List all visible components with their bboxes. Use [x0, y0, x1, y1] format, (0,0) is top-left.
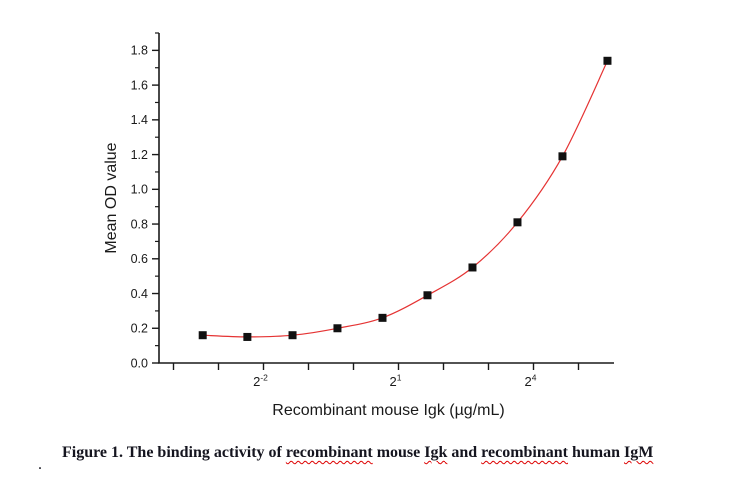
y-tick-label: 0.8: [131, 217, 148, 231]
caption-segment-misspelled: recombinant: [285, 444, 373, 461]
data-point-square: [198, 331, 207, 340]
x-tick-label: 24: [525, 373, 537, 390]
elisa-binding-curve-chart: 0.0 0.2 0.4 0.6 0.8 1.0 1.2 1.4 1.6 1.8 2-2 21 24 Rec…: [103, 32, 614, 419]
y-tick-label: 1.8: [131, 44, 148, 58]
y-tick-label: 1.2: [131, 148, 148, 162]
y-tick-label: 0.0: [131, 356, 148, 370]
data-point-square: [558, 152, 567, 161]
y-tick-label: 1.4: [131, 113, 148, 127]
y-tick-label: 1.6: [131, 78, 148, 92]
x-axis-title: Recombinant mouse Igk (µg/mL): [272, 402, 504, 419]
data-point-square: [378, 313, 387, 322]
data-point-square: [468, 263, 477, 272]
data-point-square: [333, 324, 342, 333]
y-axis-title: Mean OD value: [103, 142, 120, 253]
fit-curve: [202, 60, 609, 338]
y-tick-label: 0.2: [131, 322, 148, 336]
data-point-square: [243, 332, 252, 341]
data-point-square: [288, 331, 297, 340]
y-tick-label: 1.0: [131, 183, 148, 197]
x-tick-label: 2-2: [253, 373, 268, 390]
caption-segment-misspelled: IgM: [624, 444, 654, 461]
y-tick-label: 0.4: [131, 287, 148, 301]
data-point-square: [423, 291, 432, 300]
caption-segment-misspelled: Igk: [424, 444, 448, 461]
figure-caption: Figure 1. The binding activity of recomb…: [62, 444, 722, 462]
x-tick-label: 21: [390, 373, 402, 390]
y-tick-label: 0.6: [131, 252, 148, 266]
caption-segment-misspelled: recombinant: [481, 444, 568, 461]
caption-segment: Figure 1. The binding activity of: [62, 444, 286, 461]
caption-segment: human: [567, 444, 625, 461]
caption-segment: mouse: [372, 444, 425, 461]
stray-period: .: [38, 456, 42, 473]
data-point-square: [603, 56, 612, 65]
data-point-square: [513, 218, 522, 227]
caption-segment: and: [447, 444, 482, 461]
